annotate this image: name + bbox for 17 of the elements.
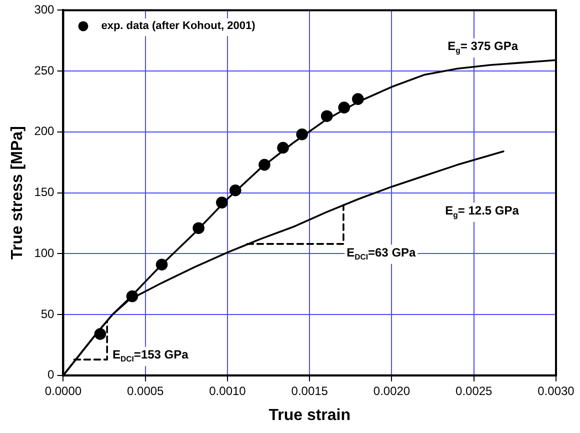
y-tick-label: 50 — [40, 306, 55, 321]
y-axis-title: True stress [MPa] — [9, 126, 26, 260]
x-tick-label: 0.0025 — [456, 384, 493, 398]
x-tick-label: 0.0020 — [373, 384, 410, 398]
x-tick-label: 0.0010 — [209, 384, 246, 398]
y-tick-label: 300 — [34, 2, 55, 17]
y-tick-label: 0 — [48, 368, 55, 382]
x-tick-label: 0.0005 — [127, 384, 164, 398]
x-axis-title: True strain — [268, 406, 351, 424]
y-tick-label: 150 — [34, 185, 55, 200]
x-tick-label: 0.0030 — [538, 384, 575, 398]
x-tick-label: 0.0000 — [44, 384, 82, 398]
y-tick-label: 200 — [34, 124, 55, 138]
y-tick-label: 100 — [34, 246, 55, 260]
legend-label: exp. data (after Kohout, 2001) — [101, 20, 256, 32]
x-tick-label: 0.0015 — [291, 384, 328, 398]
y-tick-label: 250 — [34, 63, 55, 78]
